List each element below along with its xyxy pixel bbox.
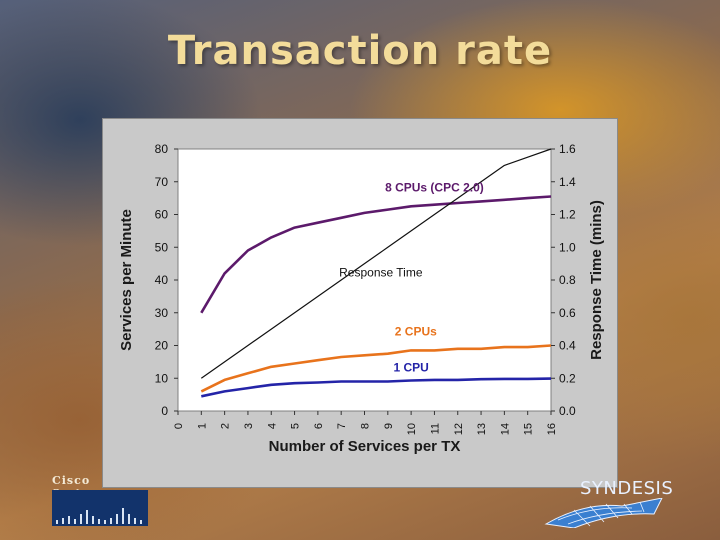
syndesis-grid-icon [544, 498, 663, 528]
y-tick-label: 40 [155, 273, 169, 287]
y2-tick-label: 0.6 [559, 306, 576, 320]
x-tick-label: 5 [290, 423, 302, 429]
series-label: 8 CPUs (CPC 2.0) [385, 181, 484, 195]
slide-title: Transaction rate [167, 28, 553, 74]
y2-tick-label: 0.0 [559, 404, 576, 418]
x-tick-label: 12 [453, 423, 465, 435]
y2-tick-label: 1.6 [559, 142, 576, 156]
series-line-1 [200, 344, 552, 393]
series-label: 2 CPUs [395, 325, 437, 339]
y-tick-label: 80 [155, 142, 169, 156]
cisco-logo: Cisco Systems [52, 474, 152, 526]
y2-axis-title: Response Time (mins) [588, 200, 605, 360]
chart-panel: 0 10 20 30 40 50 60 70 80 0.0 0.2 0.4 0.6 0.8 1.0 1.2 1.… [102, 118, 618, 488]
x-tick-label: 9 [383, 423, 395, 429]
y2-tick-label: 0.4 [559, 339, 576, 353]
plot-area [177, 148, 552, 412]
x-axis-title: Number of Services per TX [269, 438, 461, 455]
y-axis-title: Services per Minute [118, 209, 135, 351]
series-line-2 [201, 377, 552, 398]
syndesis-logo: SYNDESIS [544, 476, 674, 530]
x-tick-label: 11 [429, 423, 441, 434]
x-tick-label: 0 [173, 423, 185, 429]
y-tick-label: 60 [155, 208, 169, 222]
y2-tick-label: 0.8 [559, 273, 576, 287]
x-tick-label: 13 [476, 423, 488, 435]
x-tick-label: 15 [523, 423, 535, 435]
x-tick-label: 8 [360, 423, 372, 429]
x-tick-label: 16 [546, 423, 558, 435]
series-line-0 [200, 195, 552, 314]
x-tick-label: 2 [220, 423, 232, 429]
y-tick-label: 70 [155, 175, 169, 189]
x-tick-label: 6 [313, 423, 325, 429]
y2-tick-label: 1.2 [559, 208, 576, 222]
cisco-bridge-icon [52, 490, 148, 526]
syndesis-logo-text: SYNDESIS [580, 478, 674, 499]
series-line-3 [200, 148, 552, 379]
line-chart: 010203040506070800.00.20.40.60.81.01.21.… [118, 142, 605, 455]
x-tick-label: 7 [336, 423, 348, 429]
y-tick-label: 10 [155, 371, 169, 385]
y-tick-label: 20 [155, 339, 169, 353]
y-tick-label: 30 [155, 306, 169, 320]
x-tick-label: 1 [196, 423, 208, 429]
y2-tick-label: 1.0 [559, 240, 576, 254]
y2-tick-label: 1.4 [559, 175, 576, 189]
x-tick-label: 4 [266, 423, 278, 429]
series-label: Response Time [339, 266, 423, 280]
y2-tick-label: 0.2 [559, 371, 576, 385]
x-tick-label: 3 [243, 423, 255, 429]
x-tick-label: 10 [406, 423, 418, 435]
series-label: 1 CPU [393, 361, 428, 375]
x-tick-label: 14 [499, 423, 511, 435]
y-tick-label: 50 [155, 240, 169, 254]
y-tick-label: 0 [161, 404, 168, 418]
